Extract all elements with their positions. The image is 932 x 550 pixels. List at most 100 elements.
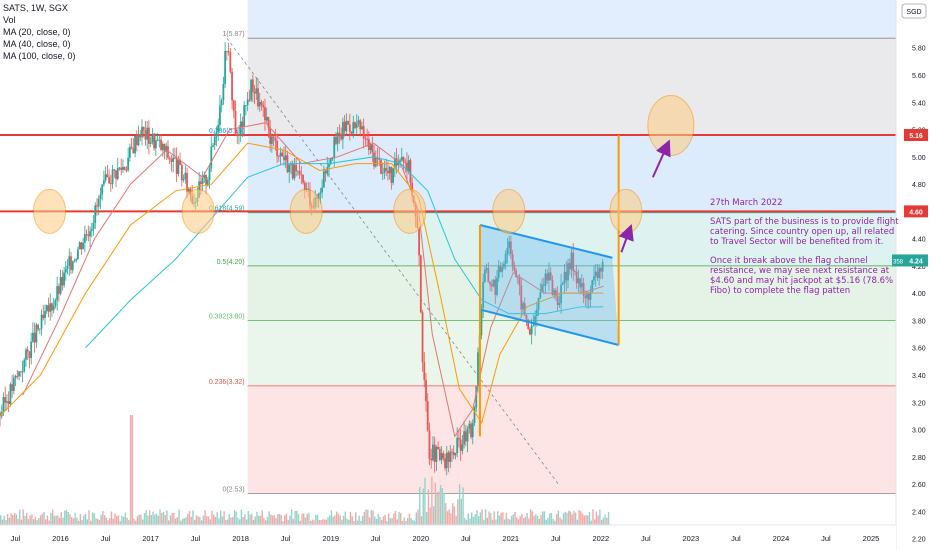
volume-bar xyxy=(309,520,312,525)
volume-bar xyxy=(441,488,443,525)
volume-bar xyxy=(564,511,566,525)
candle-body xyxy=(182,179,185,181)
volume-bar xyxy=(604,514,606,525)
candle-body xyxy=(269,127,272,144)
volume-bar xyxy=(88,510,90,525)
candle-body xyxy=(575,271,578,284)
volume-bar xyxy=(542,511,544,525)
candle-body xyxy=(231,71,233,101)
candle-body xyxy=(167,146,169,158)
volume-bar xyxy=(301,513,303,525)
volume-bar xyxy=(124,512,127,525)
candle-body xyxy=(471,423,474,438)
volume-bar xyxy=(17,518,19,525)
candle-body xyxy=(135,135,138,146)
volume-bar xyxy=(46,515,49,525)
candle-body xyxy=(596,271,599,278)
candle-body xyxy=(409,160,412,184)
candle-body xyxy=(177,160,180,175)
candle-body xyxy=(257,88,259,107)
candle-body xyxy=(16,375,19,377)
volume-bar xyxy=(327,517,329,525)
candle-body xyxy=(407,160,410,172)
fib-level-label: 0(2.53) xyxy=(222,487,244,494)
candle-body xyxy=(234,110,237,134)
candle-body xyxy=(253,91,256,94)
candle-body xyxy=(184,172,187,180)
candle-body xyxy=(212,145,214,147)
candle-body xyxy=(120,167,123,170)
candle-body xyxy=(127,157,130,171)
candle-body xyxy=(584,295,587,299)
candle-body xyxy=(527,319,530,329)
volume-bar xyxy=(341,519,343,525)
candle-body xyxy=(57,286,60,294)
candle-body xyxy=(541,284,543,293)
legend-symbol[interactable]: SATS, 1W, SGX xyxy=(3,3,68,13)
volume-bar xyxy=(334,515,336,525)
candle-body xyxy=(591,280,594,292)
volume-bar xyxy=(110,511,113,525)
volume-bar xyxy=(320,520,322,525)
volume-bar xyxy=(185,517,187,525)
candle-body xyxy=(452,452,455,456)
volume-bar xyxy=(268,511,270,525)
volume-bar xyxy=(107,520,109,525)
candle-body xyxy=(241,121,244,128)
candle-body xyxy=(419,255,422,313)
candle-body xyxy=(26,349,29,352)
volume-bar xyxy=(495,519,497,525)
candle-body xyxy=(32,332,34,342)
volume-bar xyxy=(339,515,341,525)
legend-volume[interactable]: Vol xyxy=(3,15,16,25)
candle-body xyxy=(504,253,507,265)
volume-bar xyxy=(278,513,281,525)
volume-bar xyxy=(351,516,353,525)
volume-bar xyxy=(476,510,478,525)
volume-bar xyxy=(15,514,17,525)
legend-ma-20[interactable]: MA (20, close, 0) xyxy=(3,27,71,37)
candle-body xyxy=(393,158,396,169)
candle-body xyxy=(180,164,183,181)
candle-body xyxy=(458,437,460,440)
candle-body xyxy=(565,271,568,281)
volume-bar xyxy=(479,512,482,525)
candle-body xyxy=(83,234,86,243)
legend-ma-100[interactable]: MA (100, close, 0) xyxy=(3,51,76,61)
candle-body xyxy=(175,157,178,175)
volume-bar xyxy=(401,520,404,525)
volume-bar xyxy=(221,516,224,525)
candle-body xyxy=(85,234,88,235)
volume-bar xyxy=(1,519,4,525)
candle-body xyxy=(137,134,140,146)
candle-body xyxy=(451,451,453,453)
volume-bar xyxy=(493,511,495,525)
volume-bar xyxy=(225,519,227,525)
volume-bar xyxy=(415,512,418,525)
candle-body xyxy=(154,140,157,149)
candle-body xyxy=(497,266,500,278)
candle-body xyxy=(71,261,74,271)
volume-bar xyxy=(138,514,140,525)
candle-body xyxy=(179,160,182,165)
volume-bar xyxy=(90,520,92,525)
candle-body xyxy=(475,386,478,408)
candle-body xyxy=(168,157,171,160)
volume-bar xyxy=(13,512,16,525)
volume-bar xyxy=(169,515,172,525)
volume-bar xyxy=(424,477,426,525)
volume-bar xyxy=(432,506,435,525)
volume-bar xyxy=(585,515,587,525)
candle-body xyxy=(470,423,472,438)
fib-band xyxy=(247,135,896,213)
candle-body xyxy=(336,132,339,144)
volume-bar xyxy=(429,507,431,525)
legend-ma-40[interactable]: MA (40, close, 0) xyxy=(3,39,71,49)
volume-bar xyxy=(505,512,508,525)
candle-body xyxy=(274,138,277,141)
y-tick-label: 5.40 xyxy=(912,100,926,107)
volume-bar xyxy=(256,511,258,525)
candle-body xyxy=(494,279,497,295)
volume-bar xyxy=(344,511,347,525)
volume-bar xyxy=(207,516,210,525)
